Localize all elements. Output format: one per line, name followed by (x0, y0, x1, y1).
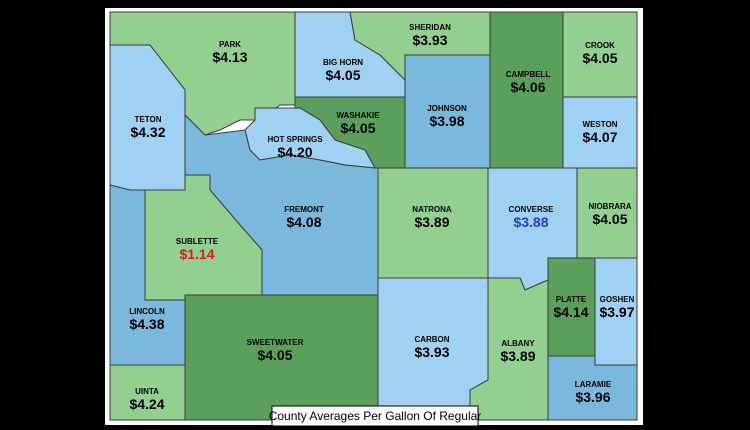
county-price: $3.89 (414, 214, 449, 230)
county-name: TETON (135, 115, 162, 124)
county-name: CROOK (585, 41, 615, 50)
county-price: $4.24 (129, 396, 164, 412)
county-name: JOHNSON (427, 104, 467, 113)
county-name: SWEETWATER (247, 338, 304, 347)
county-name: LINCOLN (129, 307, 165, 316)
county-price: $4.07 (582, 129, 617, 145)
county-price: $4.08 (286, 214, 321, 230)
county-name: NIOBRARA (588, 202, 631, 211)
county-name: SHERIDAN (409, 23, 451, 32)
county-name: GOSHEN (600, 295, 635, 304)
county-name: SUBLETTE (176, 237, 219, 246)
county-price: $3.89 (500, 348, 535, 364)
county-price: $3.93 (414, 344, 449, 360)
county-name: PARK (219, 40, 241, 49)
county-name: WESTON (583, 120, 618, 129)
county-price: $4.05 (592, 211, 627, 227)
county-price: $4.05 (582, 50, 617, 66)
county-price: $4.14 (553, 304, 588, 320)
county-price: $3.98 (429, 113, 464, 129)
county-name: ALBANY (501, 339, 535, 348)
county-name: PLATTE (556, 295, 587, 304)
county-name: WASHAKIE (336, 111, 380, 120)
county-name: LARAMIE (575, 380, 612, 389)
county-price: $3.97 (599, 304, 634, 320)
county-price: $4.38 (129, 316, 164, 332)
county-name: UINTA (135, 387, 159, 396)
county-name: HOT SPRINGS (267, 135, 323, 144)
county-price: $1.14 (179, 246, 214, 262)
county-name: BIG HORN (323, 58, 363, 67)
county-name: CARBON (414, 335, 449, 344)
county-price: $3.93 (412, 32, 447, 48)
county-labels: PARK$4.13 BIG HORN$4.05SHERIDAN$3.93CAMPB… (129, 23, 635, 412)
county-name: CAMPBELL (506, 70, 551, 79)
county-price: $4.20 (277, 144, 312, 160)
counties (109, 11, 638, 421)
county-price: $4.32 (130, 124, 165, 140)
county-name: NATRONA (412, 205, 452, 214)
county-price: $4.13 (212, 49, 247, 65)
county-name: CONVERSE (509, 205, 555, 214)
county-price: $4.05 (325, 67, 360, 83)
county-laramie (547, 355, 638, 421)
caption-box (271, 405, 479, 427)
caption: County Averages Per Gallon Of Regular (269, 409, 482, 423)
county-price: $3.96 (575, 389, 610, 405)
county-price: $3.88 (513, 214, 548, 230)
county-price: $4.06 (510, 79, 545, 95)
county-price: $4.05 (257, 347, 292, 363)
county-price: $4.05 (340, 120, 375, 136)
county-name: FREMONT (284, 205, 324, 214)
